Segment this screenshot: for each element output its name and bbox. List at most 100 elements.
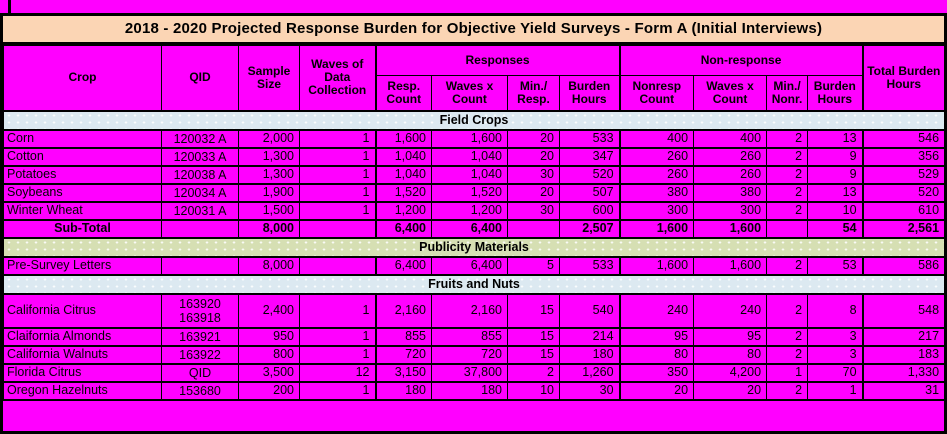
data-cell: 529 <box>861 164 946 185</box>
data-cell: 15 <box>507 292 560 329</box>
section-header: Field Crops <box>2 109 946 131</box>
data-cell: 217 <box>861 326 946 347</box>
col-header-qid: QID <box>161 45 239 111</box>
section-header: Publicity Materials <box>2 236 946 258</box>
data-cell: 2 <box>766 182 809 203</box>
data-cell: 586 <box>861 255 946 276</box>
data-cell: 2,561 <box>861 218 946 239</box>
data-cell: 380 <box>618 182 695 203</box>
data-cell: 6,400 <box>431 255 508 276</box>
data-cell: 53 <box>807 255 864 276</box>
data-cell: 1,600 <box>431 128 508 149</box>
data-cell: 300 <box>618 200 695 221</box>
data-cell: 120034 A <box>161 182 239 203</box>
data-cell: 1,600 <box>374 128 432 149</box>
data-cell: 240 <box>693 292 768 329</box>
col-header-nonresp-waves-x-count: Waves x Count <box>693 75 768 112</box>
table-row: Corn 120032 A 2,000 1 1,600 1,600 20 533 400 400 2… <box>3 128 946 149</box>
col-header-crop: Crop <box>3 45 162 111</box>
data-cell: 163921 <box>161 326 239 347</box>
data-cell: 95 <box>693 326 768 347</box>
data-cell: 20 <box>507 128 560 149</box>
data-cell: 6,400 <box>374 255 432 276</box>
data-cell: 855 <box>431 326 508 347</box>
data-cell: 3 <box>807 326 864 347</box>
data-cell: 30 <box>507 200 560 221</box>
data-cell: 10 <box>807 200 864 221</box>
data-cell: 1 <box>766 362 809 383</box>
data-cell: 1,200 <box>431 200 508 221</box>
data-cell: 1 <box>299 164 376 185</box>
data-cell: 6,400 <box>431 218 508 239</box>
data-cell: 1,300 <box>238 146 300 167</box>
gridline-tick <box>8 0 11 13</box>
group-header-responses: Responses <box>374 45 621 76</box>
data-cell: 12 <box>299 362 376 383</box>
data-cell: 20 <box>507 182 560 203</box>
data-cell: 1,600 <box>618 218 695 239</box>
data-cell: 163922 <box>161 344 239 365</box>
col-header-sample-size: Sample Size <box>238 45 300 111</box>
table-row: Winter Wheat 120031 A 1,500 1 1,200 1,200 30 60… <box>3 200 946 221</box>
table-header: Crop QID Sample Size Waves of Data Colle… <box>3 45 946 112</box>
data-cell: 2 <box>766 255 809 276</box>
data-cell: 540 <box>558 292 621 329</box>
data-cell: 6,400 <box>374 218 432 239</box>
data-cell: 2 <box>766 380 809 401</box>
data-cell: 356 <box>861 146 946 167</box>
data-cell: 13 <box>807 182 864 203</box>
table-row: Pre-Survey Letters 8,000 6,400 6,400 5 533 1,6… <box>3 255 946 276</box>
data-cell: 20 <box>507 146 560 167</box>
table-body: Field Crops Corn 120032 A 2,000 1 1,600 1,600 2… <box>2 109 946 401</box>
data-cell: 800 <box>238 344 300 365</box>
data-cell: 260 <box>693 164 768 185</box>
col-header-nonresp-burden-hours: Burden Hours <box>807 75 864 112</box>
table-row: Soybeans 120034 A 1,900 1 1,520 1,520 20 507 380… <box>3 182 946 203</box>
col-header-total-burden-hours: Total Burden Hours <box>861 45 946 111</box>
row-label-cell: California Citrus <box>3 292 162 329</box>
data-cell: 70 <box>807 362 864 383</box>
data-cell: 260 <box>618 146 695 167</box>
data-cell <box>766 218 809 239</box>
data-cell: 1,040 <box>374 164 432 185</box>
col-header-resp-count: Resp. Count <box>374 75 432 112</box>
data-cell <box>299 255 376 276</box>
data-cell: 2,400 <box>238 292 300 329</box>
data-cell: 260 <box>618 164 695 185</box>
data-cell: 13 <box>807 128 864 149</box>
data-cell: 720 <box>374 344 432 365</box>
data-cell: 10 <box>507 380 560 401</box>
data-cell <box>161 218 239 239</box>
data-cell: 2 <box>766 326 809 347</box>
table-row: Potatoes 120038 A 1,300 1 1,040 1,040 30 520 260… <box>3 164 946 185</box>
data-cell: 1 <box>299 344 376 365</box>
data-cell: 610 <box>861 200 946 221</box>
data-cell: 54 <box>807 218 864 239</box>
data-cell: 2,160 <box>374 292 432 329</box>
row-label-cell: Corn <box>3 128 162 149</box>
data-cell: 31 <box>861 380 946 401</box>
data-cell: 1,040 <box>431 146 508 167</box>
table-row: Florida Citrus QID 3,500 12 3,150 37,800 2 1,26… <box>3 362 946 383</box>
data-cell: 95 <box>618 326 695 347</box>
data-cell: 120033 A <box>161 146 239 167</box>
data-cell: 9 <box>807 164 864 185</box>
data-cell: 533 <box>558 128 621 149</box>
row-label-cell: California Walnuts <box>3 344 162 365</box>
data-cell: 8 <box>807 292 864 329</box>
data-cell: 400 <box>693 128 768 149</box>
row-label-cell: Winter Wheat <box>3 200 162 221</box>
data-cell: 1,330 <box>861 362 946 383</box>
data-cell: 1 <box>299 128 376 149</box>
data-cell: 400 <box>618 128 695 149</box>
data-cell: 1 <box>299 292 376 329</box>
data-cell: 347 <box>558 146 621 167</box>
data-cell: 120038 A <box>161 164 239 185</box>
data-cell: 180 <box>374 380 432 401</box>
data-cell: 9 <box>807 146 864 167</box>
data-cell: 20 <box>693 380 768 401</box>
row-label-cell: Sub-Total <box>3 218 162 239</box>
data-cell: 8,000 <box>238 255 300 276</box>
data-cell: 520 <box>861 182 946 203</box>
data-cell <box>161 255 239 276</box>
